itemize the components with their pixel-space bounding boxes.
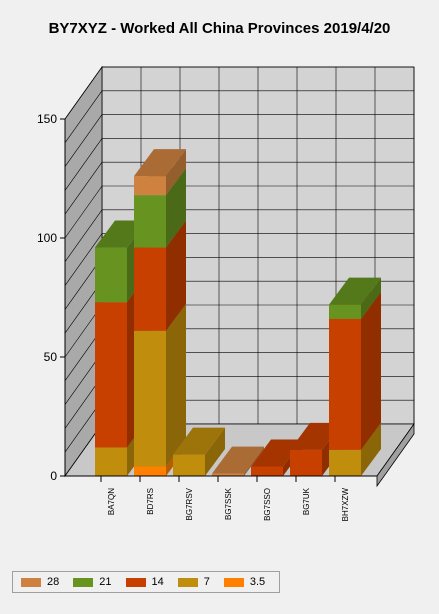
- bar-front: [290, 449, 322, 476]
- bar-top: [173, 427, 225, 455]
- grid-line-left: [64, 233, 103, 286]
- bar-front: [251, 466, 283, 476]
- bar-top: [134, 149, 186, 177]
- y-tick-label: 100: [37, 231, 57, 245]
- legend-item: 14: [125, 576, 164, 588]
- x-tick-label: BA7QN: [107, 488, 116, 515]
- bar-segment: [134, 168, 186, 248]
- chart-plot: 0 50 100 150 BA7QN BD7RS BG7RSV BG7SSK BG7SSO BG7…: [37, 65, 415, 521]
- axes: 0 50 100 150 BA7QN BD7RS BG7RSV BG7SSK BG7SSO BG7…: [37, 112, 377, 521]
- legend-label: 7: [203, 576, 210, 588]
- legend-item: 28: [21, 576, 59, 588]
- bar-front: [134, 176, 166, 196]
- bar-side: [205, 427, 225, 476]
- legend-item: 3.5: [223, 576, 266, 588]
- bar-top: [212, 446, 264, 474]
- bar-side: [361, 422, 381, 476]
- legend-label: 3.5: [249, 576, 266, 588]
- x-tick-label: BG7SSK: [224, 487, 233, 520]
- legend-swatch: [177, 577, 198, 587]
- grid-line-left: [64, 209, 103, 262]
- bar-front: [173, 454, 205, 476]
- bar-front: [95, 302, 127, 448]
- floor-edge: [376, 422, 415, 488]
- x-tick-label: BD7RS: [146, 488, 155, 515]
- legend-item: 7: [177, 576, 210, 588]
- chart-title: BY7XYZ - Worked All China Provinces 2019…: [48, 20, 391, 37]
- bar-segment: [134, 303, 186, 467]
- y-tick-label: 0: [50, 469, 57, 483]
- bar-front: [329, 304, 361, 319]
- bar-front: [212, 473, 244, 476]
- bar-segment: [212, 446, 264, 476]
- x-tick-label: BG7RSV: [185, 487, 194, 520]
- x-tick-label: BH7XZW: [341, 488, 350, 522]
- bar-top: [251, 439, 303, 467]
- legend-label: 28: [47, 576, 60, 588]
- legend-swatch: [21, 577, 41, 587]
- x-tick-label: BG7SSO: [263, 488, 272, 521]
- grid-line-left: [64, 66, 103, 120]
- legend-label: 21: [99, 576, 112, 588]
- bars: [95, 149, 381, 476]
- legend-swatch: [223, 577, 244, 587]
- y-tick-label: 50: [44, 350, 58, 364]
- legend: 28 21 14 7 3.5: [12, 571, 280, 593]
- bar-side: [244, 446, 264, 476]
- bar-side: [166, 168, 186, 248]
- bar-front: [95, 447, 127, 476]
- legend-item: 21: [73, 576, 112, 588]
- bar-top: [329, 277, 381, 305]
- legend-swatch: [125, 577, 146, 587]
- bar-front: [329, 449, 361, 476]
- bar-segment: [134, 149, 186, 196]
- bar-side: [361, 291, 381, 450]
- bar-front: [134, 195, 166, 248]
- bar-segment: [173, 427, 225, 476]
- x-tick-label: BG7UK: [302, 487, 311, 515]
- bar-front: [134, 330, 166, 467]
- bar-side: [166, 220, 186, 331]
- bar-front: [329, 318, 361, 450]
- bar-side: [166, 303, 186, 467]
- grid-line-left: [64, 162, 103, 215]
- grid-line-left: [64, 90, 103, 143]
- legend-swatch: [73, 577, 94, 587]
- bar-side: [361, 277, 381, 319]
- bar-front: [95, 247, 127, 303]
- bar-front: [134, 466, 166, 476]
- bar-segment: [329, 277, 381, 319]
- bar-front: [134, 247, 166, 331]
- legend-label: 14: [151, 576, 164, 588]
- bar-side: [166, 149, 186, 196]
- y-tick-label: 150: [37, 112, 57, 126]
- grid-line-left: [64, 114, 103, 167]
- grid-line-left: [64, 138, 103, 191]
- grid-line-left: [64, 185, 103, 239]
